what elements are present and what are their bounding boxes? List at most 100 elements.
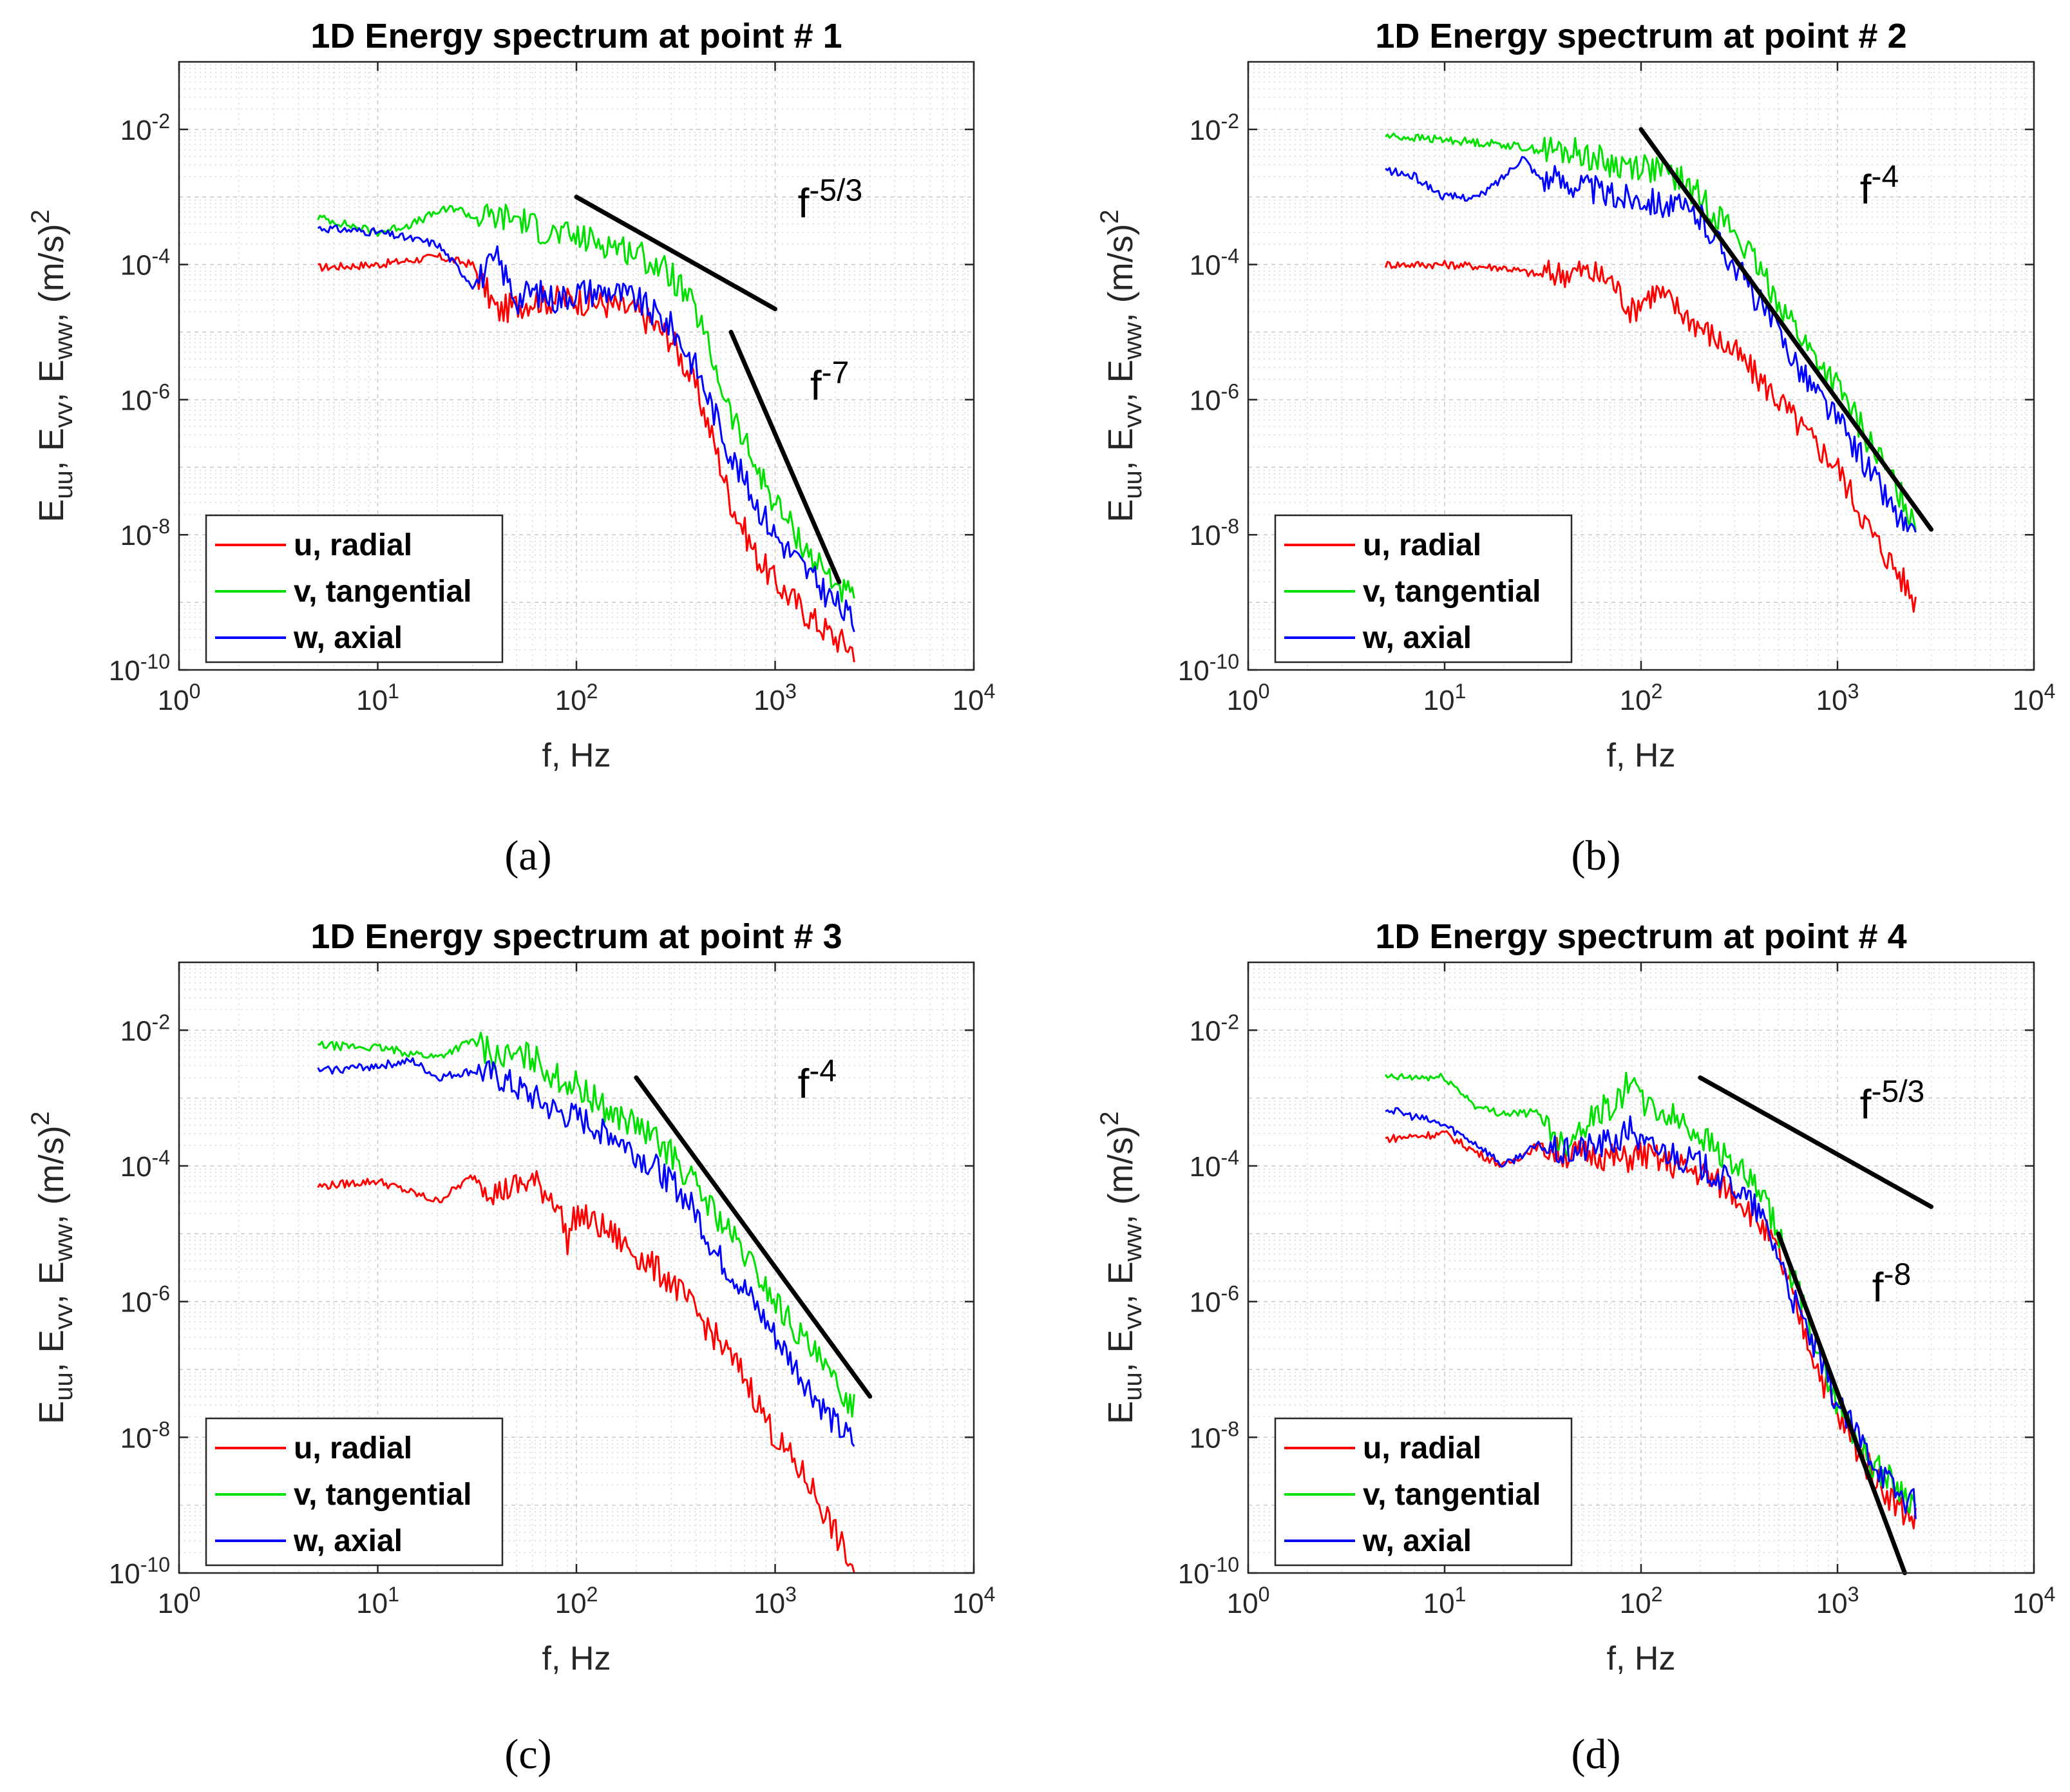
y-tick-label: 10-2 [120,1010,170,1047]
slope-line [1698,1075,1934,1209]
slope-line [1776,1231,1907,1576]
legend-entry: u, radial [1363,1431,1481,1465]
tick-marks [178,962,975,1574]
y-tick-label: 10-6 [120,379,170,416]
x-tick-label: 102 [555,1583,598,1619]
x-tick-label: 102 [555,680,598,716]
chart-title: 1D Energy spectrum at point # 3 [310,917,842,956]
panel-caption: (c) [504,1731,551,1778]
series-line-red [318,253,855,663]
legend-entry: w, axial [1362,621,1472,655]
chart-panel-d: f-5/3 f-8 100 101 102 103 104 10-10 10-8 10-6 10-4… [1096,917,2055,1778]
chart-title: 1D Energy spectrum at point # 1 [310,17,842,55]
slope-annotation: f-5/3 [798,173,863,227]
x-tick-label: 103 [754,1583,797,1619]
x-tick-label: 102 [1620,680,1663,716]
slope-annotation: f-7 [810,356,849,409]
x-axis-label: f, Hz [1607,737,1676,774]
panel-caption: (b) [1571,832,1621,879]
legend-entry: u, radial [294,528,412,562]
legend: u, radial v, tangential w, axial [1274,514,1573,663]
legend-entry: v, tangential [294,1478,472,1512]
y-axis-label: Euu, Evv, Eww, (m/s)2 [1096,1111,1147,1424]
y-tick-label: 10-6 [1190,379,1239,416]
series-line-red [1384,260,1917,613]
series-line-red [317,1170,855,1574]
grid-lines [1248,62,2034,671]
x-tick-label: 104 [953,680,996,716]
x-tick-label: 104 [2013,1583,2056,1619]
slope-annotation: f-4 [798,1054,837,1107]
x-tick-label: 100 [158,1583,201,1619]
y-tick-label: 10-4 [120,1146,170,1183]
legend: u, radial v, tangential w, axial [205,514,504,663]
y-tick-label: 10-2 [1190,110,1239,146]
legend-entry: v, tangential [1363,1478,1541,1512]
x-tick-label: 100 [1227,680,1270,716]
y-tick-label: 10-10 [109,650,170,687]
x-tick-label: 101 [356,680,399,716]
y-axis-label: Euu, Evv, Eww, (m/s)2 [1096,209,1147,522]
chart-panel-c: f-4 100 101 102 103 104 10-10 10-8 10-6 10-4 10-2 1… [26,917,995,1778]
legend-entry: v, tangential [1363,575,1541,609]
legend-entry: u, radial [294,1431,412,1465]
y-tick-label: 10-2 [1190,1010,1239,1047]
x-tick-label: 101 [1423,1583,1467,1619]
legend: u, radial v, tangential w, axial [1274,1417,1573,1567]
slope-annotation: f-4 [1860,159,1899,213]
x-tick-label: 104 [2013,680,2056,716]
legend-entry: v, tangential [294,575,472,609]
series-line-blue [317,224,855,633]
legend-entry: w, axial [1362,1524,1472,1558]
x-tick-label: 103 [754,680,797,716]
chart-title: 1D Energy spectrum at point # 4 [1375,917,1906,956]
y-tick-label: 10-8 [1190,515,1239,551]
slope-line [574,195,777,312]
y-tick-label: 10-10 [1178,1553,1239,1590]
x-axis-label: f, Hz [1607,1640,1676,1677]
y-axis-label: Euu, Evv, Eww, (m/s)2 [26,1111,78,1424]
y-tick-label: 10-4 [1190,245,1239,281]
chart-title: 1D Energy spectrum at point # 2 [1375,17,1906,55]
y-tick-label: 10-8 [120,1417,170,1454]
panel-caption: (d) [1571,1731,1621,1778]
slope-line [728,330,842,585]
slope-annotation: f-5/3 [1860,1074,1925,1128]
x-tick-label: 104 [953,1583,996,1619]
y-tick-label: 10-8 [120,515,170,551]
tick-marks [1247,62,2035,671]
legend-entry: u, radial [1363,528,1481,562]
y-tick-label: 10-4 [1190,1146,1239,1183]
y-tick-label: 10-6 [120,1282,170,1319]
tick-marks [1247,962,2035,1574]
series-line-blue [1385,156,1917,533]
grid-lines [1248,962,2034,1574]
slope-annotation: f-8 [1872,1257,1911,1311]
y-tick-label: 10-2 [120,110,170,146]
x-tick-label: 101 [356,1583,399,1619]
series-line-green [1385,132,1917,531]
x-axis-label: f, Hz [542,737,611,774]
series-line-green [318,1031,855,1418]
y-axis-label: Euu, Evv, Eww, (m/s)2 [26,209,78,522]
x-tick-label: 102 [1620,1583,1663,1619]
x-tick-label: 101 [1423,680,1467,716]
series-line-blue [317,1057,855,1447]
legend: u, radial v, tangential w, axial [205,1417,504,1567]
series-line-green [317,204,855,603]
legend-entry: w, axial [293,621,403,655]
chart-panel-b: f-4 100 101 102 103 104 10-10 10-8 10-6 10-4 10-2 1… [1096,17,2055,879]
grid-lines [178,962,974,1574]
y-tick-label: 10-6 [1190,1282,1239,1319]
slope-line [634,1075,873,1399]
y-tick-label: 10-8 [1190,1417,1239,1454]
series-line-blue [1385,1107,1917,1520]
legend-entry: w, axial [293,1524,403,1558]
y-tick-label: 10-10 [1178,650,1239,687]
chart-panel-a: f-5/3 f-7 100 101 102 103 104 10-10 10-8 10-6 10-4… [26,17,995,879]
x-tick-label: 103 [1816,680,1859,716]
x-tick-label: 100 [158,680,201,716]
x-axis-label: f, Hz [542,1640,611,1677]
slope-line [1638,127,1934,532]
